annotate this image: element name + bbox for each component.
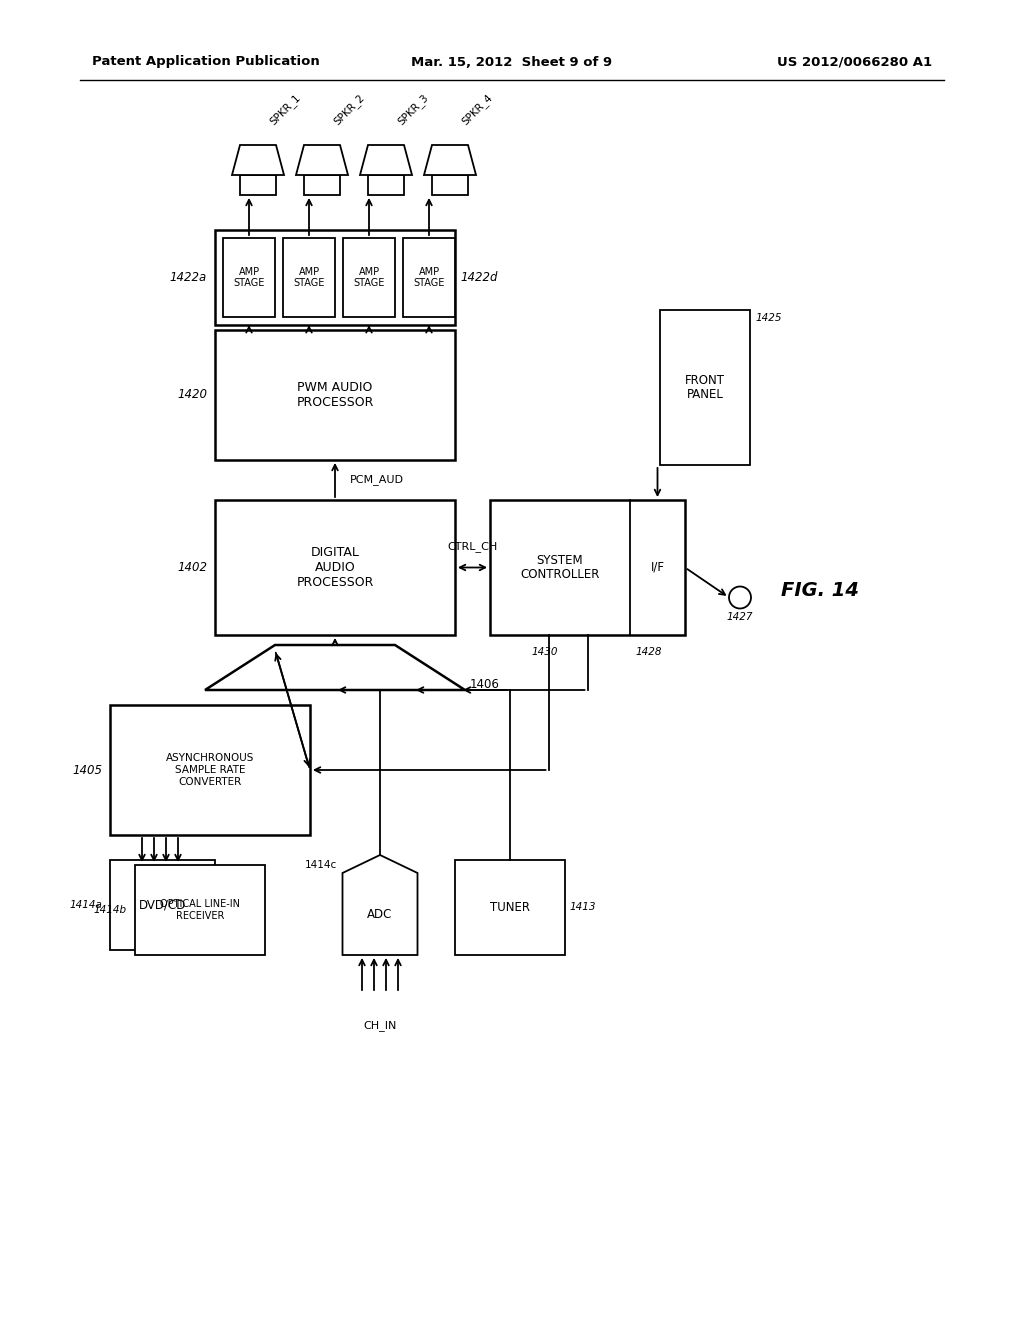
Text: DIGITAL
AUDIO
PROCESSOR: DIGITAL AUDIO PROCESSOR <box>296 546 374 589</box>
Bar <box>455 861 565 954</box>
Bar <box>215 230 455 325</box>
Text: AMP
STAGE: AMP STAGE <box>293 267 325 288</box>
Text: SPKR_2: SPKR_2 <box>332 92 367 127</box>
Text: 1420: 1420 <box>177 388 207 401</box>
Text: 1430: 1430 <box>531 647 558 657</box>
Bar <box>135 865 265 954</box>
Bar <box>110 861 215 950</box>
Text: 1428: 1428 <box>635 647 662 657</box>
Text: 1402: 1402 <box>177 561 207 574</box>
Bar <box>110 705 310 836</box>
Text: 1425: 1425 <box>755 313 781 323</box>
Bar <box>660 310 750 465</box>
Polygon shape <box>424 145 476 176</box>
Bar <box>368 176 404 195</box>
Polygon shape <box>205 645 465 690</box>
Text: 1414a: 1414a <box>70 900 102 909</box>
Bar <box>343 238 395 317</box>
Text: 1414c: 1414c <box>305 861 338 870</box>
Text: 1422a: 1422a <box>170 271 207 284</box>
Text: 1427: 1427 <box>727 612 754 623</box>
Text: SPKR_1: SPKR_1 <box>268 92 303 127</box>
Text: PWM AUDIO
PROCESSOR: PWM AUDIO PROCESSOR <box>296 381 374 409</box>
Text: ASYNCHRONOUS
SAMPLE RATE
CONVERTER: ASYNCHRONOUS SAMPLE RATE CONVERTER <box>166 754 254 787</box>
Bar <box>283 238 335 317</box>
Polygon shape <box>360 145 412 176</box>
Bar <box>490 500 685 635</box>
Bar <box>240 176 276 195</box>
Text: 1406: 1406 <box>470 678 500 692</box>
Text: CH_IN: CH_IN <box>364 1020 396 1031</box>
Text: AMP
STAGE: AMP STAGE <box>414 267 444 288</box>
Text: US 2012/0066280 A1: US 2012/0066280 A1 <box>777 55 932 69</box>
Text: PCM_AUD: PCM_AUD <box>350 475 404 486</box>
Text: CTRL_CH: CTRL_CH <box>447 541 498 553</box>
Text: AMP
STAGE: AMP STAGE <box>353 267 385 288</box>
Bar <box>304 176 340 195</box>
Polygon shape <box>342 855 418 954</box>
Text: I/F: I/F <box>650 561 665 574</box>
Bar <box>223 238 275 317</box>
Bar <box>403 238 455 317</box>
Text: 1414b: 1414b <box>94 906 127 915</box>
Text: TUNER: TUNER <box>490 902 530 913</box>
Text: SPKR_4: SPKR_4 <box>460 92 495 127</box>
Text: DVD/CD: DVD/CD <box>139 899 186 912</box>
Polygon shape <box>296 145 348 176</box>
Text: SPKR_3: SPKR_3 <box>396 92 431 127</box>
Bar <box>432 176 468 195</box>
Text: ADC: ADC <box>368 908 392 920</box>
Text: 1405: 1405 <box>72 763 102 776</box>
Bar <box>215 500 455 635</box>
Text: SYSTEM
CONTROLLER: SYSTEM CONTROLLER <box>520 553 600 582</box>
Text: AMP
STAGE: AMP STAGE <box>233 267 264 288</box>
Text: OPTICAL LINE-IN
RECEIVER: OPTICAL LINE-IN RECEIVER <box>160 899 240 921</box>
Text: 1413: 1413 <box>570 903 597 912</box>
Polygon shape <box>232 145 284 176</box>
Text: 1422d: 1422d <box>460 271 498 284</box>
Bar <box>215 330 455 459</box>
Text: FIG. 14: FIG. 14 <box>781 581 859 599</box>
Text: Mar. 15, 2012  Sheet 9 of 9: Mar. 15, 2012 Sheet 9 of 9 <box>412 55 612 69</box>
Text: Patent Application Publication: Patent Application Publication <box>92 55 319 69</box>
Text: FRONT
PANEL: FRONT PANEL <box>685 374 725 401</box>
